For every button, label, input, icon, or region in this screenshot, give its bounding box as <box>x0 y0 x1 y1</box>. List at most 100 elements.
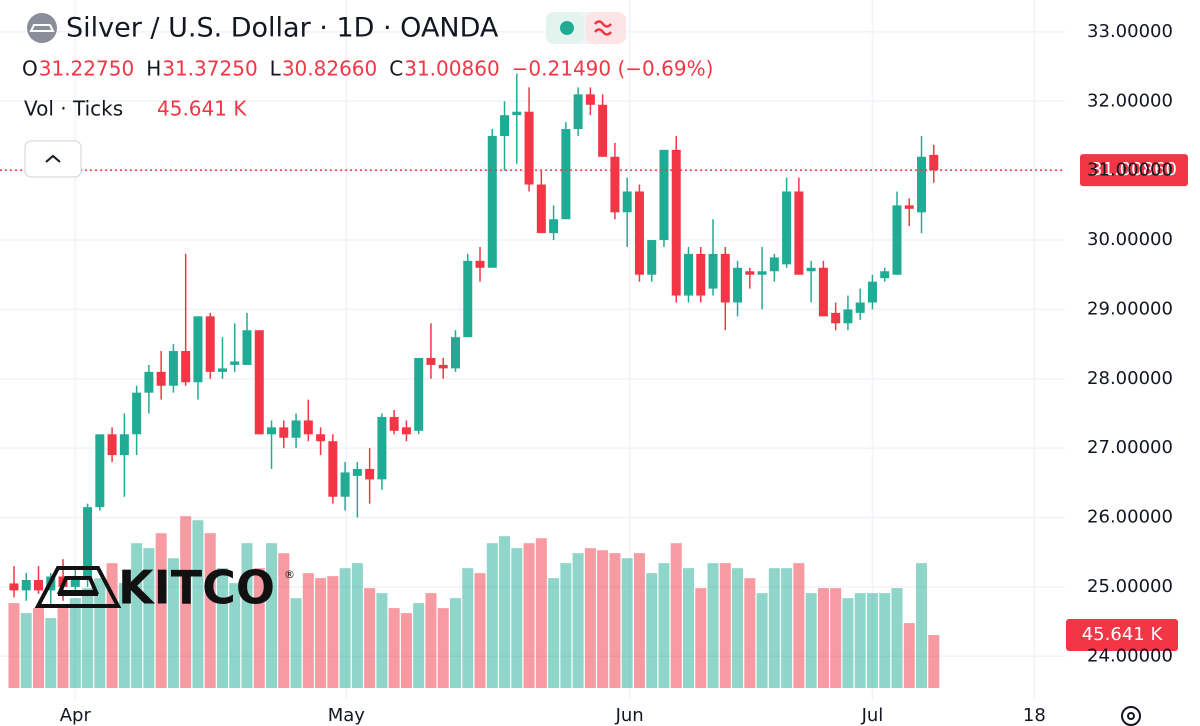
candle-body <box>95 434 105 508</box>
volume-bar <box>768 568 780 688</box>
volume-bar <box>609 553 621 688</box>
volume-bar <box>351 563 363 688</box>
volume-bar <box>106 563 118 688</box>
volume-bar <box>45 618 57 688</box>
logo: KITCO ® <box>34 561 295 615</box>
volume-bar <box>928 635 940 688</box>
overlay: 31.00860 45.641 K <box>0 154 1188 652</box>
candle-body <box>181 351 191 383</box>
candle-body <box>782 191 792 265</box>
candle-body <box>843 309 853 324</box>
candle-body <box>659 149 669 241</box>
candle-body <box>806 267 816 272</box>
volume-bar <box>155 533 167 688</box>
candle-body <box>291 420 301 438</box>
collapse-button[interactable] <box>24 140 82 178</box>
volume-bar <box>204 533 216 688</box>
volume-bar <box>118 583 130 688</box>
volume-bar <box>302 573 314 688</box>
candle-body <box>561 129 571 220</box>
volume-bar <box>830 588 842 688</box>
volume-bar <box>793 563 805 688</box>
volume-bar <box>633 553 645 688</box>
volume-bar <box>8 603 20 688</box>
ohlc-value: 31.37250 <box>162 57 257 81</box>
volume-bar <box>425 593 437 688</box>
candle-body <box>867 281 877 303</box>
delayed-badge[interactable] <box>586 12 626 44</box>
volume-bar <box>33 608 45 688</box>
y-tick-label: 25.00000 <box>1087 576 1173 597</box>
settings-icon <box>1121 706 1141 726</box>
candle-body <box>500 115 510 136</box>
y-tick-label: 27.00000 <box>1087 437 1173 458</box>
volume-bar <box>437 608 449 688</box>
candle-body <box>512 111 522 116</box>
candle-body <box>217 368 227 372</box>
candle-body <box>107 434 117 456</box>
candle-body <box>622 191 632 213</box>
volume-bar <box>916 563 928 688</box>
volume-bar <box>339 568 351 688</box>
settings-button[interactable] <box>1121 706 1141 726</box>
volume-bar <box>695 588 707 688</box>
y-tick-label: 29.00000 <box>1087 298 1173 319</box>
ohlc-key: L <box>270 57 282 81</box>
ohlc-key: C <box>389 57 403 81</box>
candle-body <box>757 271 767 275</box>
y-tick-label: 31.00000 <box>1087 160 1173 181</box>
y-tick-label: 28.00000 <box>1087 368 1173 389</box>
volume-value: 45.641 K <box>157 97 247 121</box>
volume-bar <box>462 568 474 688</box>
candle-body <box>205 316 215 372</box>
volume-bar <box>413 603 425 688</box>
volume-bar <box>535 538 547 688</box>
symbol-icon-glyph <box>29 24 55 32</box>
candle-body <box>83 507 93 580</box>
candle-body <box>647 240 657 275</box>
x-tick-label: May <box>328 705 366 726</box>
x-tick-label: 18 <box>1023 705 1046 726</box>
volume-bar <box>364 588 376 688</box>
candle-body <box>365 468 375 480</box>
candle-body <box>708 253 718 289</box>
candle-body <box>156 371 166 386</box>
volume-bar <box>486 543 498 688</box>
candle-body <box>720 253 730 303</box>
volume-bar <box>216 568 228 688</box>
candle-body <box>230 361 240 365</box>
candle-body <box>242 330 252 365</box>
volume-bar <box>719 563 731 688</box>
volume-bar <box>327 576 339 688</box>
volume-bar <box>879 593 891 688</box>
volume-bar <box>511 548 523 688</box>
candle-body <box>340 472 350 497</box>
ohlc-value: 31.00860 <box>404 57 499 81</box>
candle-body <box>316 434 326 442</box>
volume-bar <box>499 536 511 688</box>
volume-bar <box>732 568 744 688</box>
candle-body <box>917 156 927 213</box>
volume-bar <box>572 553 584 688</box>
candle-body <box>855 302 865 313</box>
candle-body <box>733 267 743 303</box>
volume-bar <box>290 598 302 688</box>
market-open-dot <box>560 21 574 35</box>
candle-body <box>524 111 534 185</box>
candle-body <box>389 416 399 431</box>
settings-icon-center <box>1127 712 1135 720</box>
volume-bar <box>744 578 756 688</box>
candle-body <box>904 205 914 209</box>
candle-body <box>401 427 411 435</box>
volume-badge-label: 45.641 K <box>1082 624 1164 645</box>
candle-body <box>598 104 608 157</box>
candle-body <box>831 312 841 324</box>
volume-bar <box>143 548 155 688</box>
volume-bar <box>82 588 94 688</box>
volume-bar <box>278 553 290 688</box>
volume-bar <box>523 543 535 688</box>
volume-bar <box>903 623 915 688</box>
y-tick-label: 26.00000 <box>1087 507 1173 528</box>
volume-bar <box>670 543 682 688</box>
